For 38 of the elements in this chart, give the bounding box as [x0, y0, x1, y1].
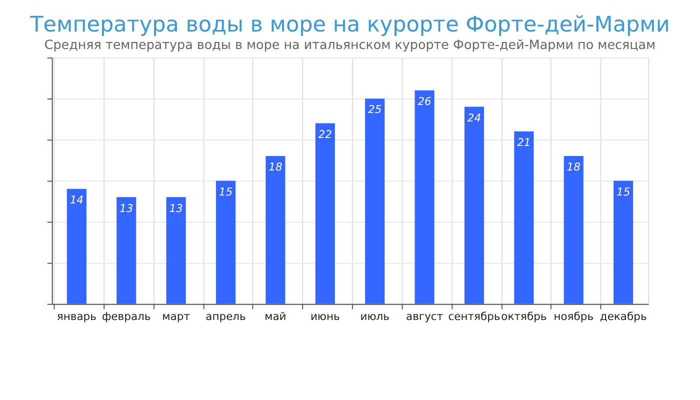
x-tick-label: март [162, 310, 190, 324]
data-label: 25 [368, 103, 382, 116]
data-label: 15 [616, 185, 630, 198]
bar [315, 123, 335, 304]
bar [365, 98, 385, 304]
chart-subtitle: Средняя температура воды в море на итальянском курорте Форте-дей-Марми по месяцам [44, 37, 656, 52]
data-label: 21 [517, 136, 531, 150]
bar [514, 131, 534, 304]
x-tick-label: август [406, 310, 444, 324]
chart-title: Температура воды в море на курорте Форте-дей-Марми [29, 12, 670, 38]
x-tick-label: ноябрь [554, 310, 594, 324]
x-tick-label: июль [360, 310, 390, 324]
bar [116, 197, 136, 304]
bar [166, 197, 186, 304]
data-label: 14 [70, 194, 84, 207]
x-tick-label: февраль [102, 310, 151, 324]
bar [266, 156, 286, 304]
x-tick-label: октябрь [501, 310, 547, 324]
bar [614, 180, 634, 304]
x-tick-label: декабрь [600, 310, 647, 324]
x-tick-label: май [264, 310, 286, 324]
x-tick-label: сентябрь [448, 310, 500, 324]
bar [564, 156, 584, 304]
data-label: 13 [120, 202, 134, 215]
bar [216, 180, 236, 304]
data-label: 18 [268, 160, 282, 174]
bar [414, 90, 434, 304]
x-tick-label: июнь [310, 310, 340, 324]
data-label: 24 [467, 111, 482, 124]
x-tick-label: апрель [206, 310, 246, 324]
data-label: 22 [318, 128, 332, 141]
x-tick-label: январь [56, 310, 96, 324]
bar [464, 106, 484, 304]
data-label: 26 [418, 95, 432, 108]
data-label: 18 [566, 160, 581, 174]
data-label: 13 [169, 202, 184, 215]
data-label: 15 [218, 185, 233, 198]
bar [66, 188, 86, 304]
